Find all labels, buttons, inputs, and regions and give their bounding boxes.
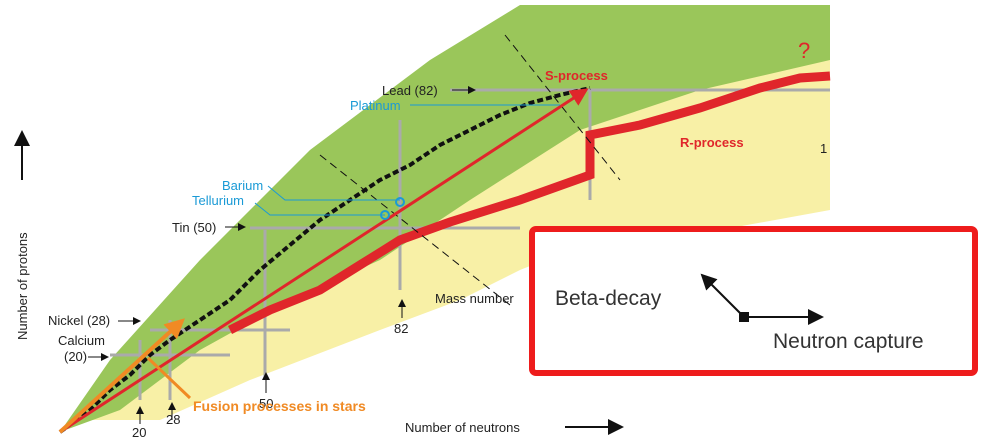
s-process-arrow <box>59 88 589 434</box>
label: S-process <box>545 68 608 83</box>
legend-box: Beta-decay Neutron capture <box>529 226 978 376</box>
leader <box>254 202 385 216</box>
label: Tellurium <box>192 193 244 208</box>
label: Barium <box>222 178 263 193</box>
label: Mass number <box>435 291 514 306</box>
fusion-arrow <box>58 318 185 434</box>
legend-label: Neutron capture <box>773 330 924 353</box>
label: 82 <box>394 321 408 336</box>
label: R-process <box>680 135 744 150</box>
label: ? <box>798 38 810 63</box>
label: 1 <box>820 141 827 156</box>
known-band <box>60 5 830 432</box>
unstable-band <box>90 5 830 420</box>
label: Nickel (28) <box>48 313 110 328</box>
legend-label: Beta-decay <box>555 287 662 310</box>
label: Platinum <box>350 98 401 113</box>
mass-line <box>504 34 621 181</box>
axis-label: Number of neutrons <box>405 420 520 435</box>
label: 50 <box>259 396 273 411</box>
label: Fusion processes in stars <box>193 398 366 414</box>
axis-label: Number of protons <box>15 232 30 340</box>
mass-line <box>319 154 511 306</box>
label: Tin (50) <box>172 220 216 235</box>
label: 28 <box>166 412 180 427</box>
label: (20) <box>64 349 87 364</box>
nuclide-chart <box>58 5 831 434</box>
label: 20 <box>132 425 146 440</box>
barium-mark <box>395 197 405 207</box>
label: Lead (82) <box>382 83 438 98</box>
leader <box>267 185 400 201</box>
labels: Lead (82) Platinum S-process ? R-process… <box>14 38 827 440</box>
r-process-path <box>227 71 831 335</box>
stability-valley <box>58 86 591 434</box>
fusion-pointer <box>146 356 192 400</box>
label: Calcium <box>58 333 105 348</box>
